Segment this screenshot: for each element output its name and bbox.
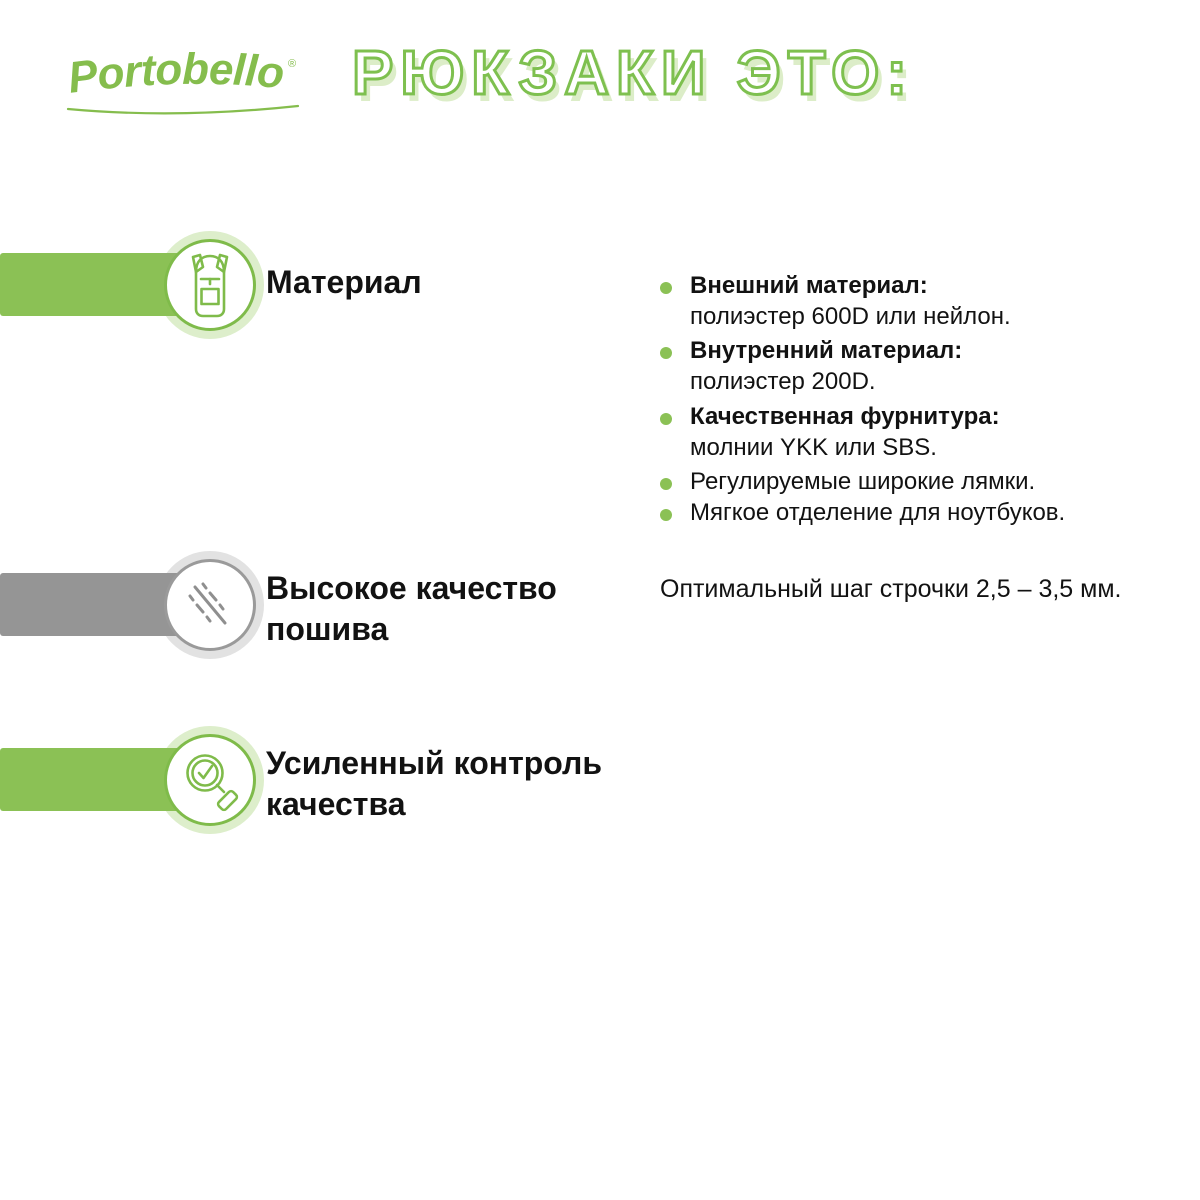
svg-text:®: ® (288, 58, 296, 70)
svg-text:РЮКЗАКИ ЭТО:: РЮКЗАКИ ЭТО: (352, 39, 914, 108)
svg-text:Portobello: Portobello (66, 45, 286, 103)
